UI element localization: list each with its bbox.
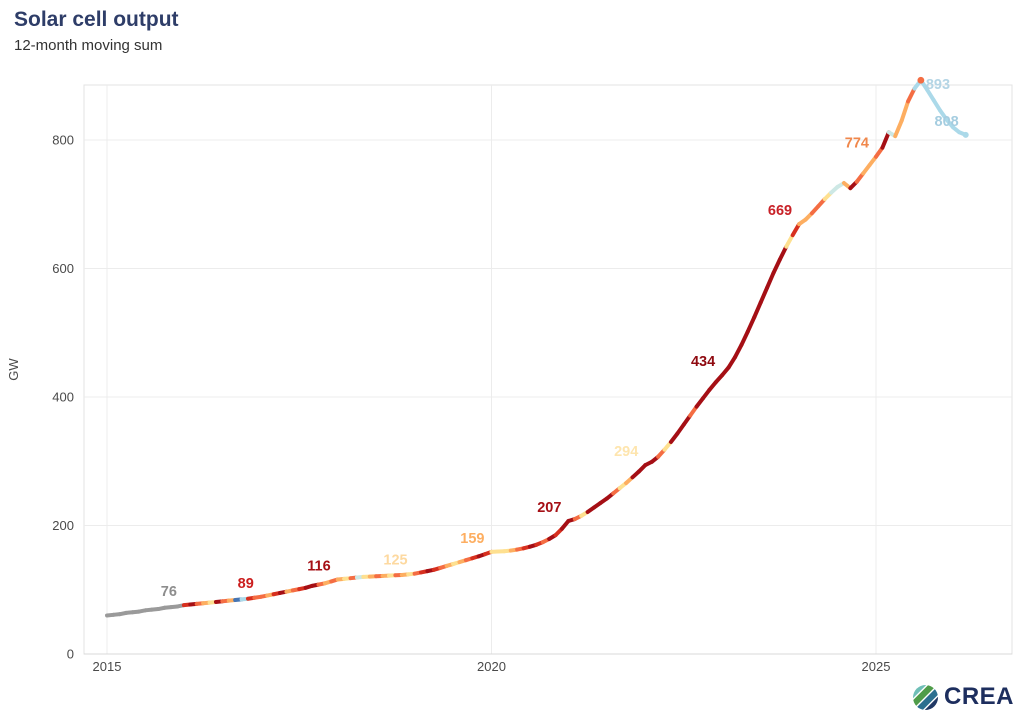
value-label: 76: [161, 584, 177, 600]
value-label: 116: [307, 558, 330, 574]
crea-logo-text: CREA: [943, 683, 1014, 710]
gridlines: [84, 85, 1012, 655]
x-tick-label: 2025: [862, 659, 891, 674]
line-segment: [880, 130, 891, 150]
value-label: 125: [383, 553, 407, 569]
line-segment: [906, 86, 917, 104]
line-segment: [771, 257, 782, 275]
value-label: 808: [935, 114, 959, 130]
end-marker: [962, 131, 969, 138]
crea-leaf-icon: [911, 683, 939, 711]
data-line: [105, 76, 969, 618]
y-tick-label: 0: [67, 647, 74, 662]
y-axis-title: GW: [6, 358, 21, 381]
crea-logo: CREA: [911, 683, 1014, 711]
axis-labels: 0 200 400 600 800 2015 2020 2025 GW: [6, 133, 890, 675]
value-label: 159: [460, 531, 484, 547]
line-segment: [784, 233, 795, 249]
peak-marker: [917, 76, 925, 84]
value-label: 893: [926, 77, 950, 93]
line-segment: [726, 355, 738, 370]
line-segment: [925, 87, 936, 103]
value-label: 434: [691, 354, 715, 370]
line-segment: [931, 98, 943, 113]
line-segment: [777, 244, 789, 262]
line-segment: [765, 270, 776, 290]
line-segment: [790, 222, 802, 238]
line-segment: [733, 342, 744, 360]
y-tick-label: 400: [52, 390, 74, 405]
value-label: 774: [845, 136, 869, 152]
y-tick-label: 200: [52, 518, 74, 533]
line-segment: [893, 118, 904, 139]
value-label: 294: [614, 444, 638, 460]
line-segment: [899, 99, 911, 123]
line-segment: [745, 315, 757, 334]
value-label: 669: [768, 203, 792, 219]
value-label: 207: [537, 500, 561, 516]
y-tick-label: 800: [52, 133, 74, 148]
x-tick-label: 2020: [477, 659, 506, 674]
chart-subtitle: 12-month moving sum: [14, 37, 163, 54]
x-tick-label: 2015: [93, 659, 122, 674]
y-tick-label: 600: [52, 261, 74, 276]
chart-title: Solar cell output: [14, 8, 179, 31]
value-label: 89: [238, 576, 254, 592]
line-segment: [758, 285, 770, 305]
plot-panel: [83, 84, 1013, 655]
line-segment: [752, 300, 763, 320]
value-labels: 76 89 116 125 159 207 294 434 669 774 893 808: [161, 77, 959, 600]
line-segment: [739, 329, 750, 347]
